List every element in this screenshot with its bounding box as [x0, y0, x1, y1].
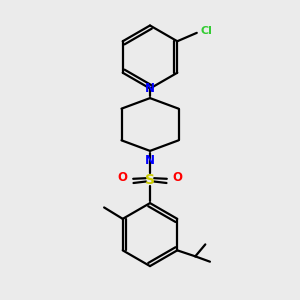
- Text: O: O: [117, 171, 127, 184]
- Text: N: N: [145, 82, 155, 95]
- Text: S: S: [145, 173, 155, 187]
- Text: N: N: [145, 154, 155, 167]
- Text: Cl: Cl: [200, 26, 212, 36]
- Text: O: O: [173, 171, 183, 184]
